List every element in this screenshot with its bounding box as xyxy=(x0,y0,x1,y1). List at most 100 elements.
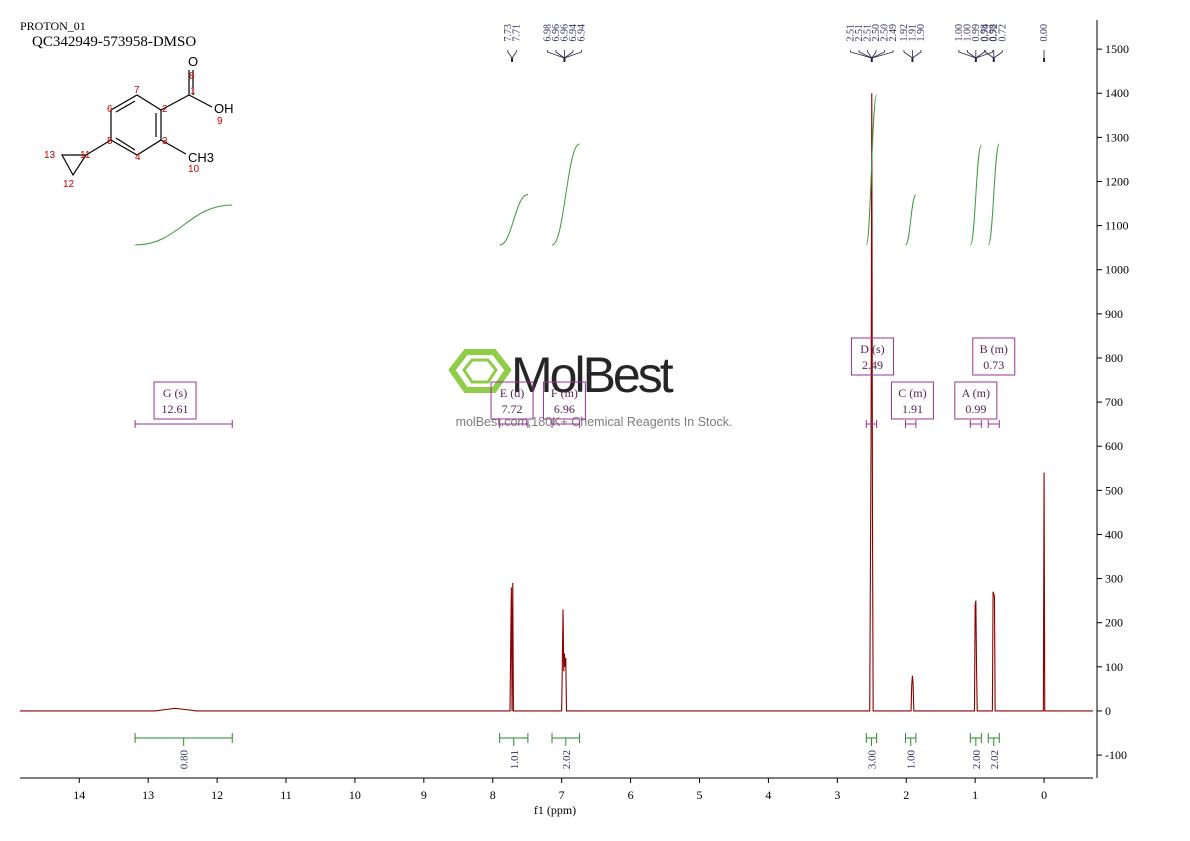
y-tick-label: 1000 xyxy=(1105,263,1129,277)
integral-curve xyxy=(969,144,982,246)
integral-bracket xyxy=(905,733,917,746)
integral-curve xyxy=(551,143,580,246)
x-tick-label: 10 xyxy=(349,788,361,802)
multiplet-name: C (m) xyxy=(898,386,926,400)
peak-connector xyxy=(547,50,565,59)
peak-connector xyxy=(871,50,877,59)
x-tick-label: 13 xyxy=(142,788,154,802)
peak-label: 6.94 xyxy=(576,24,587,42)
multiplet-box xyxy=(850,337,894,376)
multiplet-name: E (d) xyxy=(500,386,524,400)
atom-number: 12 xyxy=(63,179,75,190)
multiplet-range xyxy=(551,420,581,428)
watermark-tagline: molBest.com,180K+ Chemical Reagents In S… xyxy=(456,415,733,429)
x-tick-label: 14 xyxy=(73,788,85,802)
peak-label: 6.94 xyxy=(568,24,579,42)
integral-label: 1.00 xyxy=(906,750,918,770)
integral-label: 2.02 xyxy=(561,750,573,769)
multiplet-range xyxy=(499,420,529,428)
integral-curve xyxy=(987,143,1000,246)
multiplet-name: B (m) xyxy=(980,342,1008,356)
peak-label: 6.96 xyxy=(551,24,562,42)
integral-bracket xyxy=(865,733,878,746)
peak-label: 7.73 xyxy=(503,24,514,42)
integral-curve xyxy=(905,194,917,246)
x-tick-label: 0 xyxy=(1041,788,1047,802)
peak-label: 0.72 xyxy=(989,24,1000,42)
atom-number: 4 xyxy=(135,152,141,163)
multiplet-name: A (m) xyxy=(962,386,990,400)
atom-number: 6 xyxy=(107,104,113,115)
peak-connector xyxy=(975,50,994,59)
integral-bracket xyxy=(969,733,982,746)
multiplet-box xyxy=(490,381,534,420)
y-tick-label: 200 xyxy=(1105,616,1123,630)
y-tick-label: 1100 xyxy=(1105,219,1129,233)
atom-number: 7 xyxy=(134,85,140,96)
peak-connector xyxy=(511,50,517,59)
multiplet-name: G (s) xyxy=(163,386,187,400)
x-tick-label: 3 xyxy=(834,788,840,802)
peak-connector xyxy=(850,50,872,59)
integral-bracket xyxy=(134,733,233,746)
x-tick-label: 9 xyxy=(421,788,427,802)
experiment: PROTON_01 xyxy=(20,19,86,33)
watermark: MolBest molBest.com,180K+ Chemical Reage… xyxy=(448,347,733,429)
peak-label: 2.51 xyxy=(846,24,857,42)
atom-number: 9 xyxy=(217,116,223,127)
multiplet-name: D (s) xyxy=(860,342,884,356)
multiplet-shift: 7.72 xyxy=(502,402,523,416)
peak-label: 1.00 xyxy=(954,24,965,42)
multiplet-range xyxy=(987,420,1000,428)
peak-connector xyxy=(507,50,513,59)
peak-label: 0.98 xyxy=(979,24,990,42)
spectrum xyxy=(20,93,1093,712)
peak-label: 0.99 xyxy=(971,24,982,42)
atom-number: 13 xyxy=(44,150,56,161)
multiplet-box xyxy=(153,381,197,420)
atom: CH3 xyxy=(188,150,214,165)
y-tick-label: -100 xyxy=(1105,748,1127,762)
x-tick-label: 8 xyxy=(490,788,496,802)
peak-label: 1.90 xyxy=(916,24,927,42)
sample: QC342949-573958-DMSO xyxy=(32,34,196,50)
multiplet-name: F (m) xyxy=(551,386,578,400)
peak-label: 2.50 xyxy=(871,24,882,42)
multiplet-shift: 12.61 xyxy=(162,402,189,416)
atom-number: 5 xyxy=(107,136,113,147)
x-tick-label: 2 xyxy=(903,788,909,802)
peak-connector xyxy=(564,50,582,59)
peak-label: 1.91 xyxy=(907,24,918,42)
atom-number: 10 xyxy=(188,164,200,175)
multiplet-shift: 1.91 xyxy=(902,402,923,416)
peak-connector xyxy=(564,50,574,59)
atom: OH xyxy=(214,101,234,116)
peak-label: 0.72 xyxy=(997,24,1008,42)
peak-connector xyxy=(912,50,922,59)
integral-label: 2.02 xyxy=(989,750,1001,769)
y-tick-label: 800 xyxy=(1105,351,1123,365)
multiplet-range xyxy=(865,420,878,428)
peak-label: 2.51 xyxy=(854,24,865,42)
peak-label: 6.98 xyxy=(542,24,553,42)
peak-label: 6.96 xyxy=(559,24,570,42)
peak-connector xyxy=(871,50,894,59)
y-tick-label: 300 xyxy=(1105,572,1123,586)
x-tick-label: 6 xyxy=(628,788,634,802)
x-axis-label: f1 (ppm) xyxy=(534,803,576,817)
y-tick-label: 1300 xyxy=(1105,130,1129,144)
atom-number: 11 xyxy=(80,150,91,161)
integral-bracket xyxy=(551,733,581,746)
peak-label: 0.98 xyxy=(988,24,999,42)
y-tick-label: 1500 xyxy=(1105,42,1129,56)
integral-bracket xyxy=(987,733,1000,746)
watermark-brand: MolBest xyxy=(511,347,674,403)
integral-label: 0.80 xyxy=(179,750,191,770)
y-tick-label: 1400 xyxy=(1105,86,1129,100)
peak-label: 0.00 xyxy=(1039,24,1050,42)
peak-connector xyxy=(867,50,873,59)
peak-connector xyxy=(871,50,885,59)
integral-bracket xyxy=(499,733,529,746)
x-tick-label: 11 xyxy=(280,788,292,802)
